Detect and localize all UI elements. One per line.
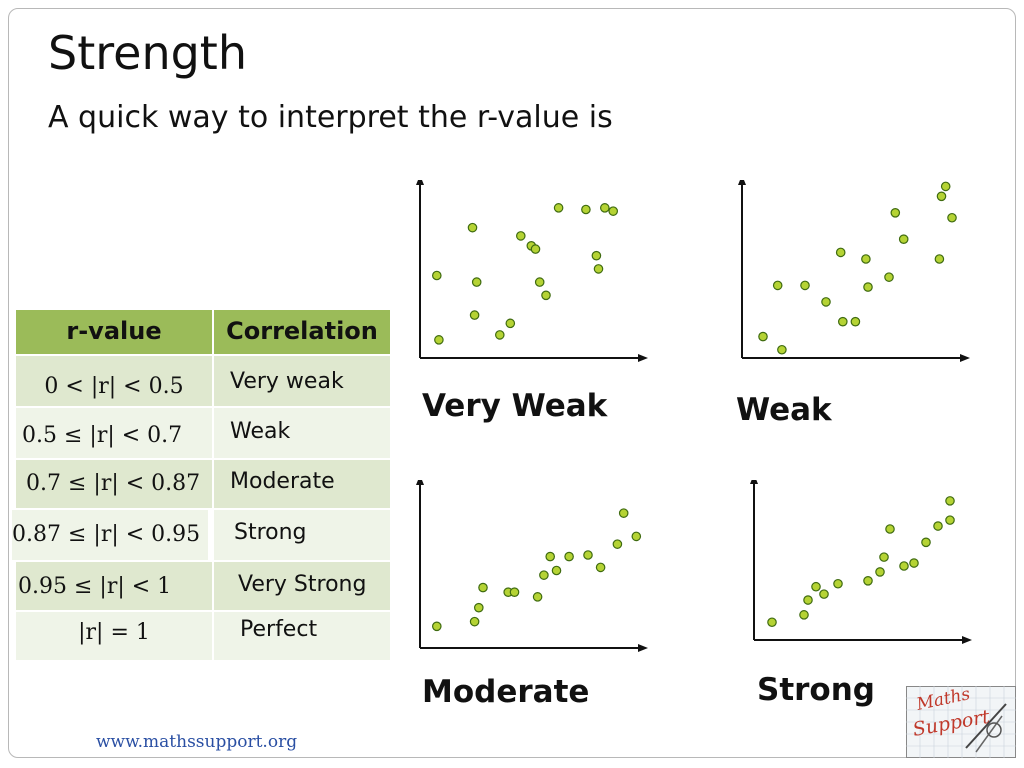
data-point xyxy=(431,621,442,632)
data-point xyxy=(593,264,604,274)
y-axis-arrow xyxy=(416,480,424,485)
data-point xyxy=(821,297,831,307)
data-point xyxy=(553,203,564,213)
data-point xyxy=(879,552,889,562)
data-point xyxy=(833,578,843,589)
data-point xyxy=(469,310,480,320)
data-point xyxy=(478,582,488,593)
data-point xyxy=(530,244,541,254)
header-r-value: r-value xyxy=(16,310,212,354)
data-point xyxy=(505,318,516,329)
data-point xyxy=(467,222,478,233)
data-point xyxy=(608,206,618,216)
data-point xyxy=(819,589,829,599)
data-point xyxy=(803,595,813,605)
data-point xyxy=(539,570,549,580)
data-point xyxy=(945,515,955,525)
data-point xyxy=(863,282,873,292)
data-point xyxy=(934,254,945,264)
data-point xyxy=(909,558,919,568)
data-point xyxy=(474,602,484,613)
data-point xyxy=(564,551,574,562)
data-point xyxy=(534,277,545,287)
data-point xyxy=(516,231,526,241)
maths-support-logo: Maths Support xyxy=(906,686,1016,758)
data-point xyxy=(777,344,787,355)
data-point xyxy=(595,562,606,573)
row-5-range: |r| = 1 xyxy=(16,612,212,660)
x-axis-arrow xyxy=(960,354,970,362)
row-4-range: 0.95 ≤ |r| < 1 xyxy=(16,562,212,610)
data-point xyxy=(875,567,885,577)
data-point xyxy=(811,581,821,592)
data-point xyxy=(799,610,809,620)
data-point xyxy=(600,203,610,213)
header-correlation: Correlation xyxy=(214,310,390,354)
row-0-range: 0 < |r| < 0.5 xyxy=(16,356,212,406)
data-point xyxy=(551,565,562,576)
data-point xyxy=(933,521,943,531)
data-point xyxy=(936,191,947,202)
data-point xyxy=(767,617,777,628)
data-point xyxy=(758,331,768,342)
data-point xyxy=(469,616,480,627)
data-point xyxy=(898,234,909,244)
data-point xyxy=(431,270,442,281)
data-point xyxy=(947,212,957,223)
x-axis-arrow xyxy=(962,636,972,644)
scatter-plot-very-weak xyxy=(416,180,648,362)
y-axis-arrow xyxy=(750,480,758,484)
data-point xyxy=(800,280,810,291)
scatter-plot-weak xyxy=(738,180,970,362)
scatter-plot-strong xyxy=(750,480,972,644)
y-axis-arrow xyxy=(416,180,424,185)
data-point xyxy=(612,539,623,549)
data-point xyxy=(434,335,444,345)
footer-url: www.mathssupport.org xyxy=(96,732,298,752)
data-point xyxy=(890,207,901,218)
row-0-label: Very weak xyxy=(214,356,390,406)
slide-subtitle: A quick way to interpret the r-value is xyxy=(48,100,613,135)
data-point xyxy=(899,561,909,571)
row-2-label: Moderate xyxy=(214,460,390,508)
slide-title: Strength xyxy=(48,26,247,80)
data-point xyxy=(618,508,629,518)
row-3-range: 0.87 ≤ |r| < 0.95 xyxy=(12,510,208,560)
label-very-weak: Very Weak xyxy=(422,388,608,424)
data-point xyxy=(495,330,505,340)
data-point xyxy=(835,247,846,258)
data-point xyxy=(509,587,520,597)
data-point xyxy=(885,524,895,534)
x-axis-arrow xyxy=(638,354,648,362)
data-point xyxy=(541,290,551,301)
data-point xyxy=(863,576,873,586)
data-point xyxy=(945,496,955,506)
data-point xyxy=(631,531,642,542)
label-strong: Strong xyxy=(757,672,875,708)
data-point xyxy=(532,592,543,602)
row-5-label: Perfect xyxy=(214,612,390,660)
data-point xyxy=(583,550,593,560)
data-point xyxy=(838,316,848,327)
data-point xyxy=(581,204,591,215)
y-axis-arrow xyxy=(738,180,746,185)
data-point xyxy=(471,277,482,287)
label-weak: Weak xyxy=(736,392,832,428)
data-point xyxy=(940,181,951,192)
row-1-label: Weak xyxy=(214,408,390,458)
row-2-range: 0.7 ≤ |r| < 0.87 xyxy=(16,460,212,508)
x-axis-arrow xyxy=(638,644,648,652)
data-point xyxy=(545,551,555,562)
data-point xyxy=(861,254,871,264)
data-point xyxy=(772,280,783,291)
row-1-range: 0.5 ≤ |r| < 0.7 xyxy=(16,408,212,458)
data-point xyxy=(591,250,602,261)
label-moderate: Moderate xyxy=(422,674,590,710)
data-point xyxy=(884,272,894,282)
scatter-plot-moderate xyxy=(416,480,648,652)
row-4-label: Very Strong xyxy=(214,562,390,610)
data-point xyxy=(850,316,861,327)
data-point xyxy=(921,537,931,548)
row-3-label: Strong xyxy=(214,510,390,560)
